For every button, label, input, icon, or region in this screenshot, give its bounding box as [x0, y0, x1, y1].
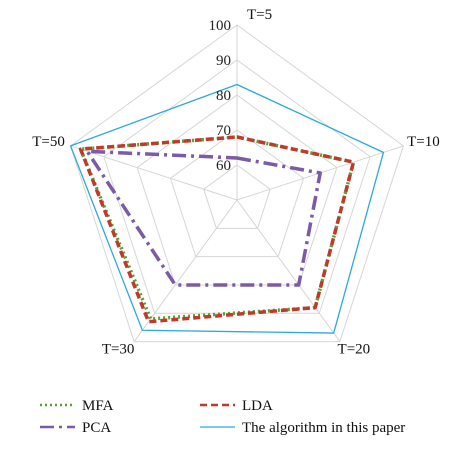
axis-label: T=30 [102, 342, 135, 358]
legend: MFA LDA PCA The algorithm in this paper [40, 398, 405, 436]
tick-label: 90 [216, 53, 231, 69]
axis-label: T=10 [407, 134, 440, 150]
radar-series [69, 83, 385, 334]
grid-spoke [70, 145, 238, 201]
axis-labels: T=5 T=10 T=20 T=30 T=50 [32, 7, 439, 358]
tick-label: 100 [209, 18, 232, 34]
radar-grid [69, 24, 405, 343]
legend-label: MFA [82, 398, 114, 414]
axis-label: T=50 [32, 134, 65, 150]
radial-tick-labels: 60 70 80 90 100 [209, 18, 232, 174]
tick-label: 70 [216, 123, 231, 139]
grid-ring [169, 129, 305, 258]
legend-label: The algorithm in this paper [242, 420, 405, 436]
grid-ring [69, 24, 405, 343]
axis-label: T=5 [247, 7, 272, 23]
series-line-3 [69, 83, 385, 334]
legend-label: PCA [82, 420, 111, 436]
series-line-2 [85, 149, 322, 287]
grid-spoke [236, 199, 341, 342]
series-line-1 [78, 135, 356, 324]
tick-label: 80 [216, 88, 231, 104]
axis-label: T=20 [338, 342, 371, 358]
tick-label: 60 [216, 158, 231, 174]
legend-label: LDA [242, 398, 273, 414]
grid-ring [203, 164, 271, 229]
